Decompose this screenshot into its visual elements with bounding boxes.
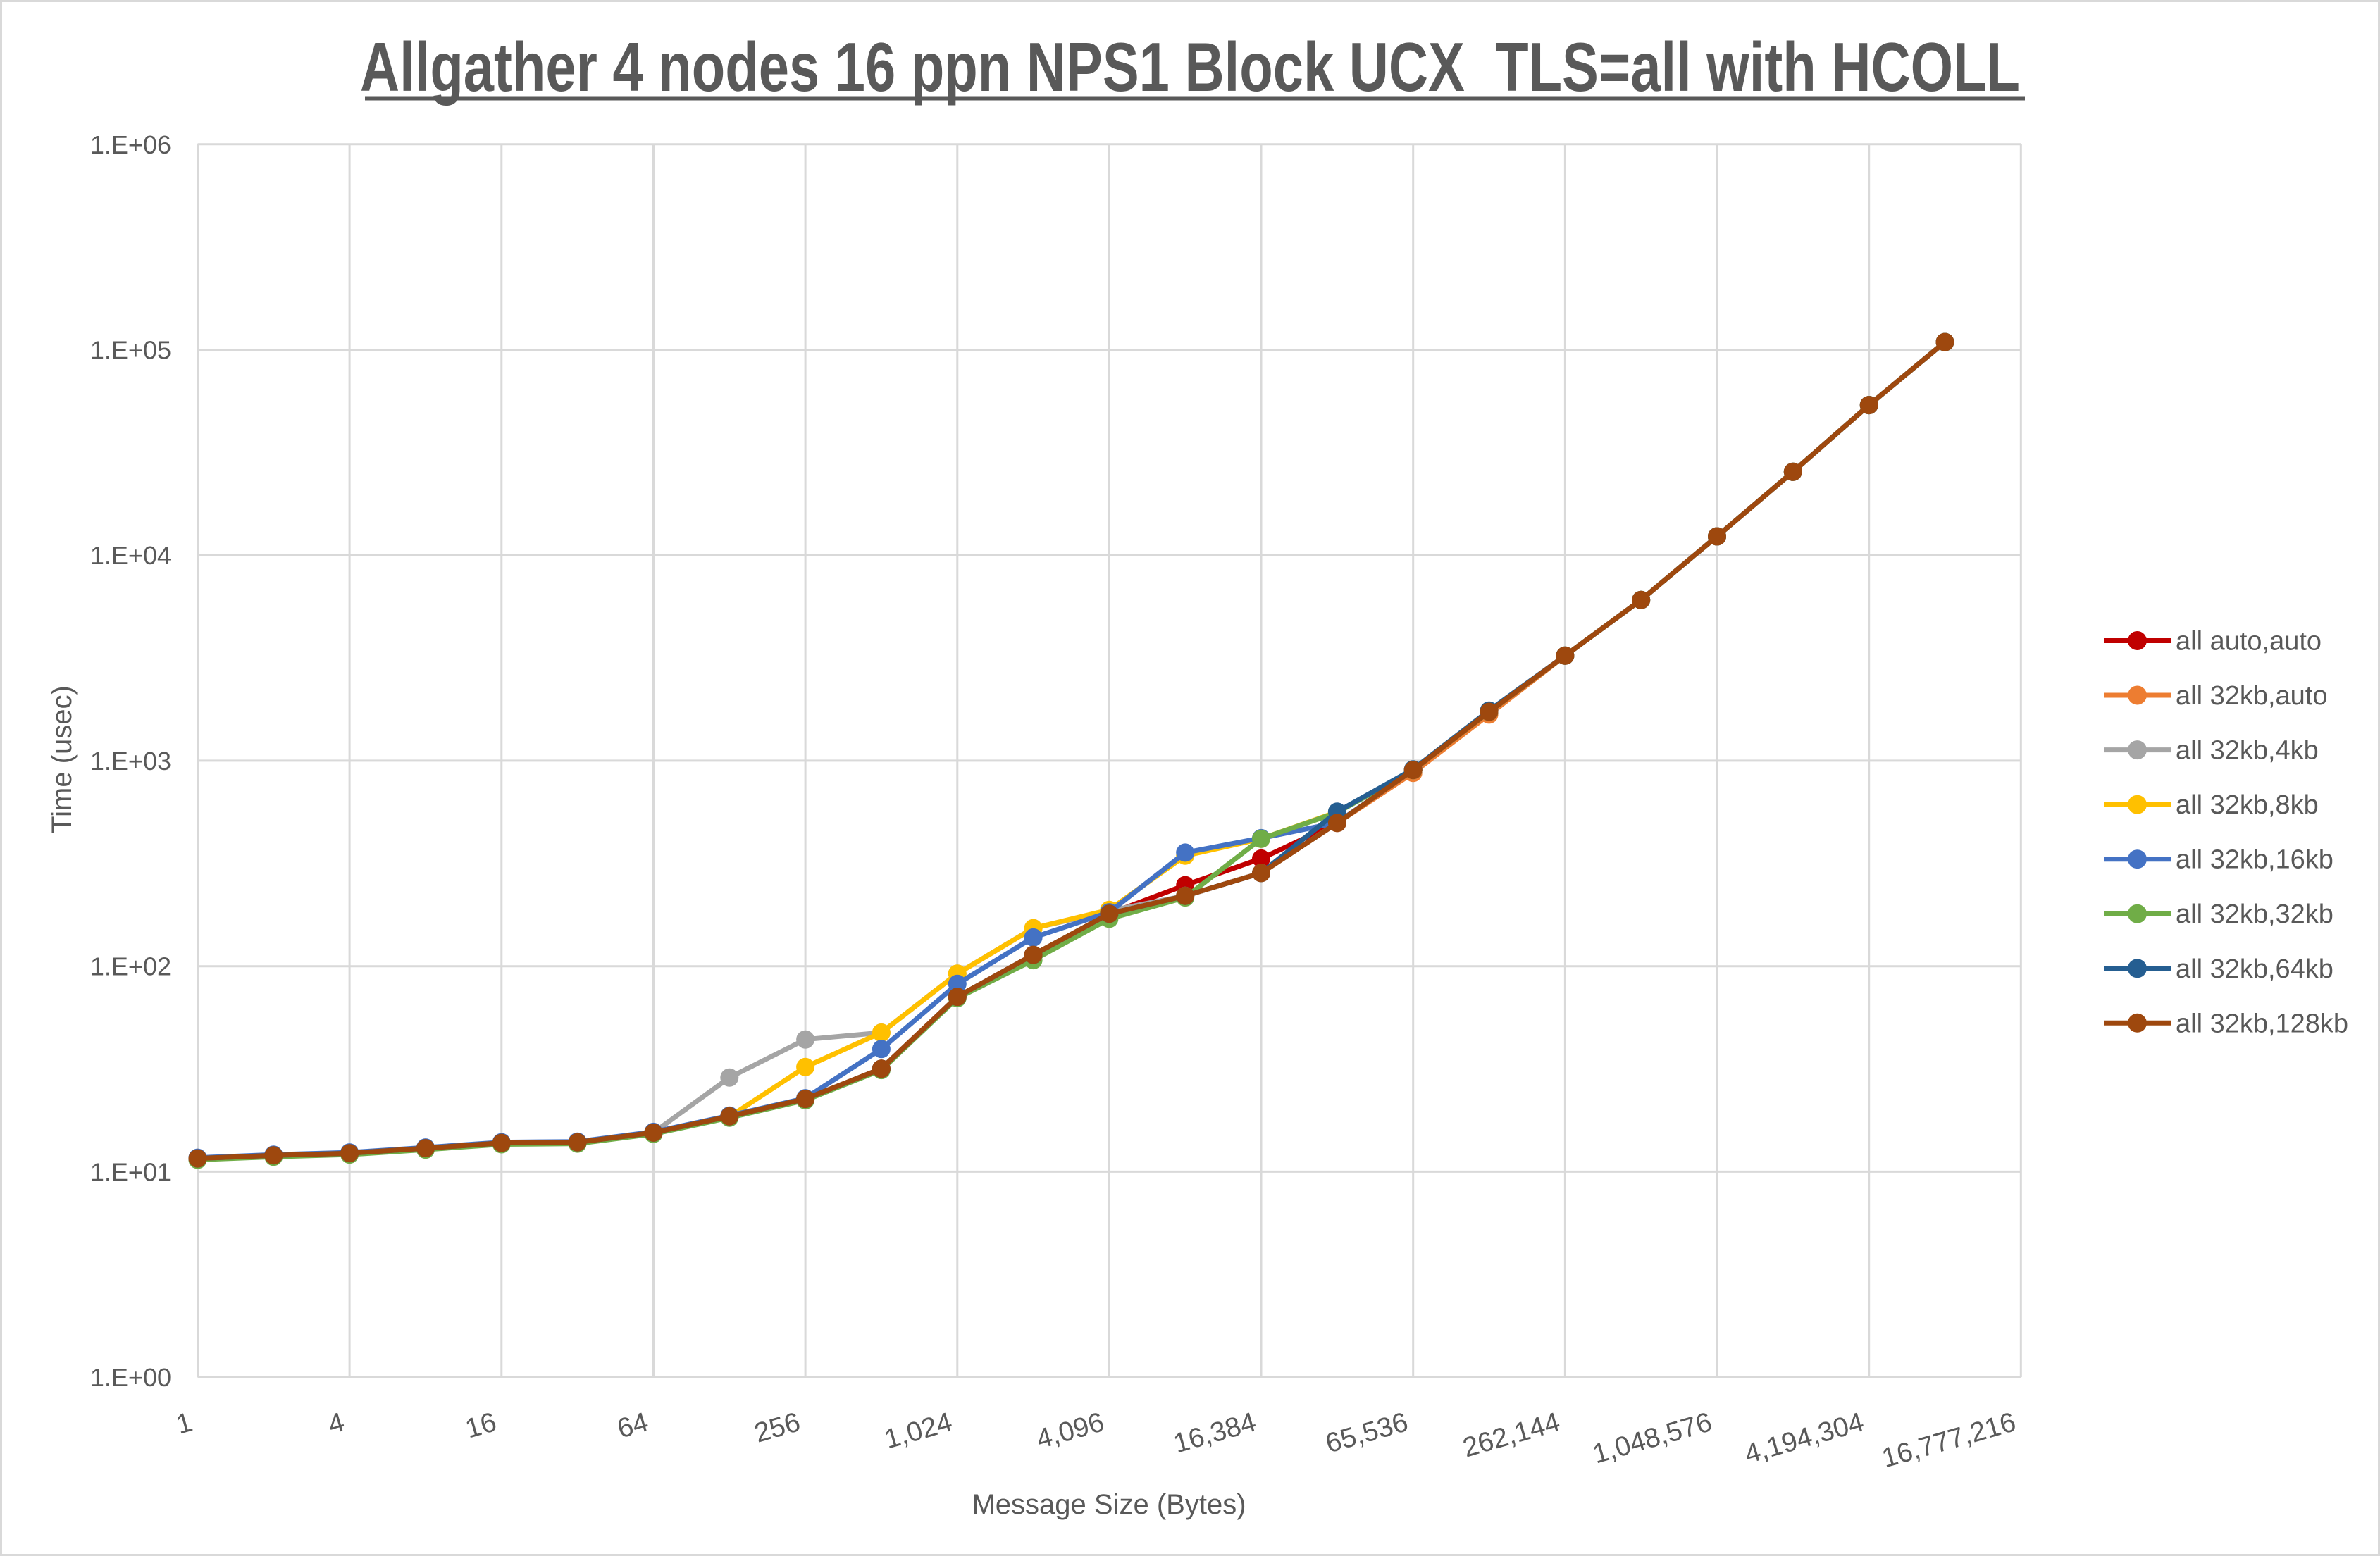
svg-text:all 32kb,8kb: all 32kb,8kb [2176,790,2319,820]
svg-text:Allgather 4 nodes 16 ppn NPS1: Allgather 4 nodes 16 ppn NPS1 Block UCX_… [360,28,2020,106]
svg-text:1.E+03: 1.E+03 [90,747,171,776]
svg-text:Time (usec): Time (usec) [47,685,78,833]
svg-text:all 32kb,128kb: all 32kb,128kb [2176,1009,2348,1038]
svg-text:1.E+01: 1.E+01 [90,1157,171,1186]
svg-text:all 32kb,4kb: all 32kb,4kb [2176,736,2319,766]
svg-text:all auto,auto: all auto,auto [2176,627,2322,656]
svg-text:all 32kb,auto: all 32kb,auto [2176,681,2328,711]
svg-text:Message Size (Bytes): Message Size (Bytes) [972,1489,1246,1520]
svg-text:all 32kb,16kb: all 32kb,16kb [2176,845,2333,875]
svg-text:all 32kb,32kb: all 32kb,32kb [2176,900,2333,929]
svg-text:1.E+06: 1.E+06 [90,130,171,159]
svg-text:1.E+02: 1.E+02 [90,952,171,981]
svg-text:all 32kb,64kb: all 32kb,64kb [2176,954,2333,984]
svg-text:1.E+00: 1.E+00 [90,1363,171,1392]
svg-text:1.E+04: 1.E+04 [90,541,171,570]
svg-text:1.E+05: 1.E+05 [90,336,171,365]
